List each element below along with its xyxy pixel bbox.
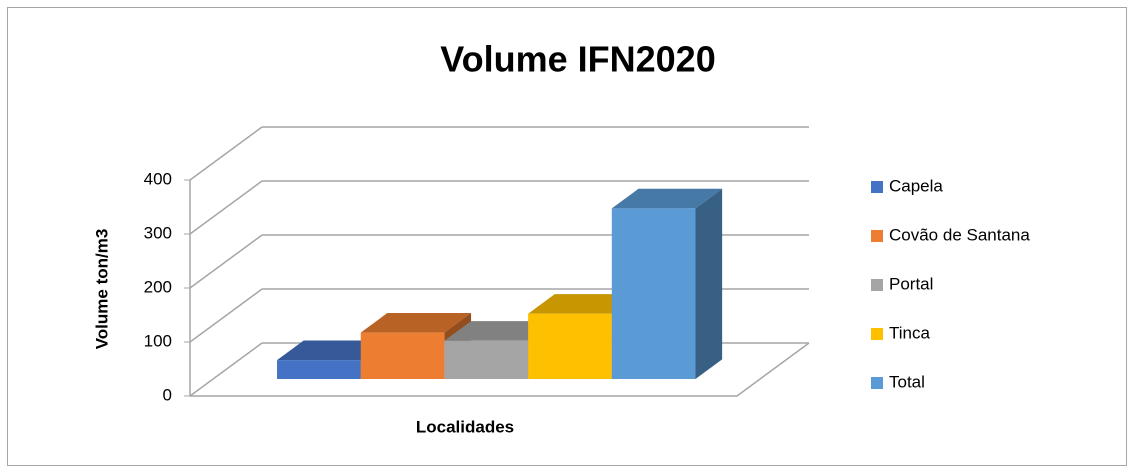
- legend-label: Covão de Santana: [889, 225, 1030, 244]
- bar-top: [360, 312, 472, 333]
- bar-top: [277, 340, 388, 361]
- grid-line: [189, 180, 263, 235]
- y-tick-label: 200: [144, 277, 172, 296]
- bar-top: [611, 188, 723, 209]
- bar-front: [360, 332, 445, 380]
- legend-swatch: [871, 377, 883, 389]
- legend-label: Capela: [889, 176, 943, 195]
- bar-front: [444, 340, 529, 380]
- bar-top: [444, 321, 555, 341]
- grid-line: [189, 126, 263, 181]
- y-tick-label: 300: [144, 223, 172, 242]
- chart-title: Volume IFN2020: [440, 39, 715, 80]
- bar-side: [695, 188, 723, 380]
- bar-front: [611, 208, 696, 380]
- legend-swatch: [871, 279, 883, 291]
- y-tick-label: 0: [163, 385, 172, 404]
- legend-label: Total: [889, 372, 925, 391]
- grid-line: [189, 288, 263, 343]
- bar-front: [528, 313, 612, 380]
- chart-border: [7, 7, 1127, 466]
- bar-top: [528, 294, 639, 314]
- legend-swatch: [871, 181, 883, 193]
- bar-front: [277, 360, 361, 380]
- y-tick-label: 100: [144, 331, 172, 350]
- floor-edge: [190, 342, 810, 397]
- grid-line: [189, 234, 263, 289]
- legend-swatch: [871, 328, 883, 340]
- grid-line: [189, 342, 263, 397]
- y-tick-label: 400: [144, 169, 172, 188]
- x-axis-label: Localidades: [416, 417, 514, 436]
- y-axis-label: Volume ton/m3: [92, 229, 111, 350]
- legend-label: Portal: [889, 274, 933, 293]
- legend-swatch: [871, 230, 883, 242]
- legend-label: Tinca: [889, 323, 930, 342]
